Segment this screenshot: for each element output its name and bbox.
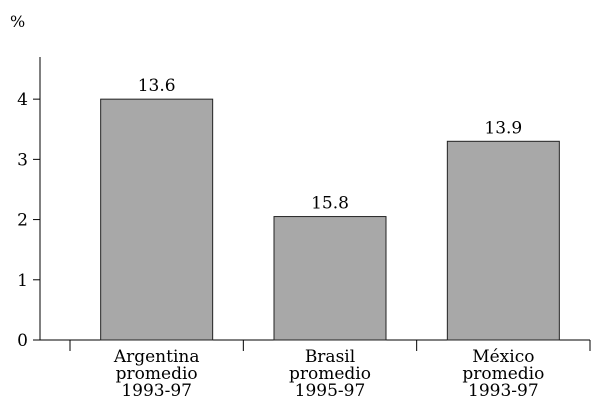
data-label: 15.8 [311,194,349,214]
category-label-line: 1995-97 [295,381,366,401]
y-tick-label: 1 [17,271,28,291]
category-label-line: promedio [289,364,371,384]
y-tick-label: 4 [17,90,28,110]
bar [100,98,214,341]
category-label-line: Argentina [113,347,200,367]
data-label: 13.6 [138,76,176,96]
category-label-line: 1993-97 [121,381,192,401]
bar [273,216,387,341]
y-tick-label: 2 [17,211,28,231]
category-label-line: promedio [116,364,198,384]
data-label: 13.9 [484,118,522,138]
category-label-line: México [472,347,534,367]
y-tick-label: 3 [17,150,28,170]
y-tick-label: 0 [17,331,28,351]
category-label-line: promedio [462,364,544,384]
y-axis-unit-label: % [10,12,25,31]
category-label-line: 1993-97 [468,381,539,401]
category-label-line: Brasil [305,347,355,367]
bars [100,98,560,341]
bar [446,140,560,341]
labels: 13.6Argentinapromedio1993-9715.8Brasilpr… [113,76,544,401]
